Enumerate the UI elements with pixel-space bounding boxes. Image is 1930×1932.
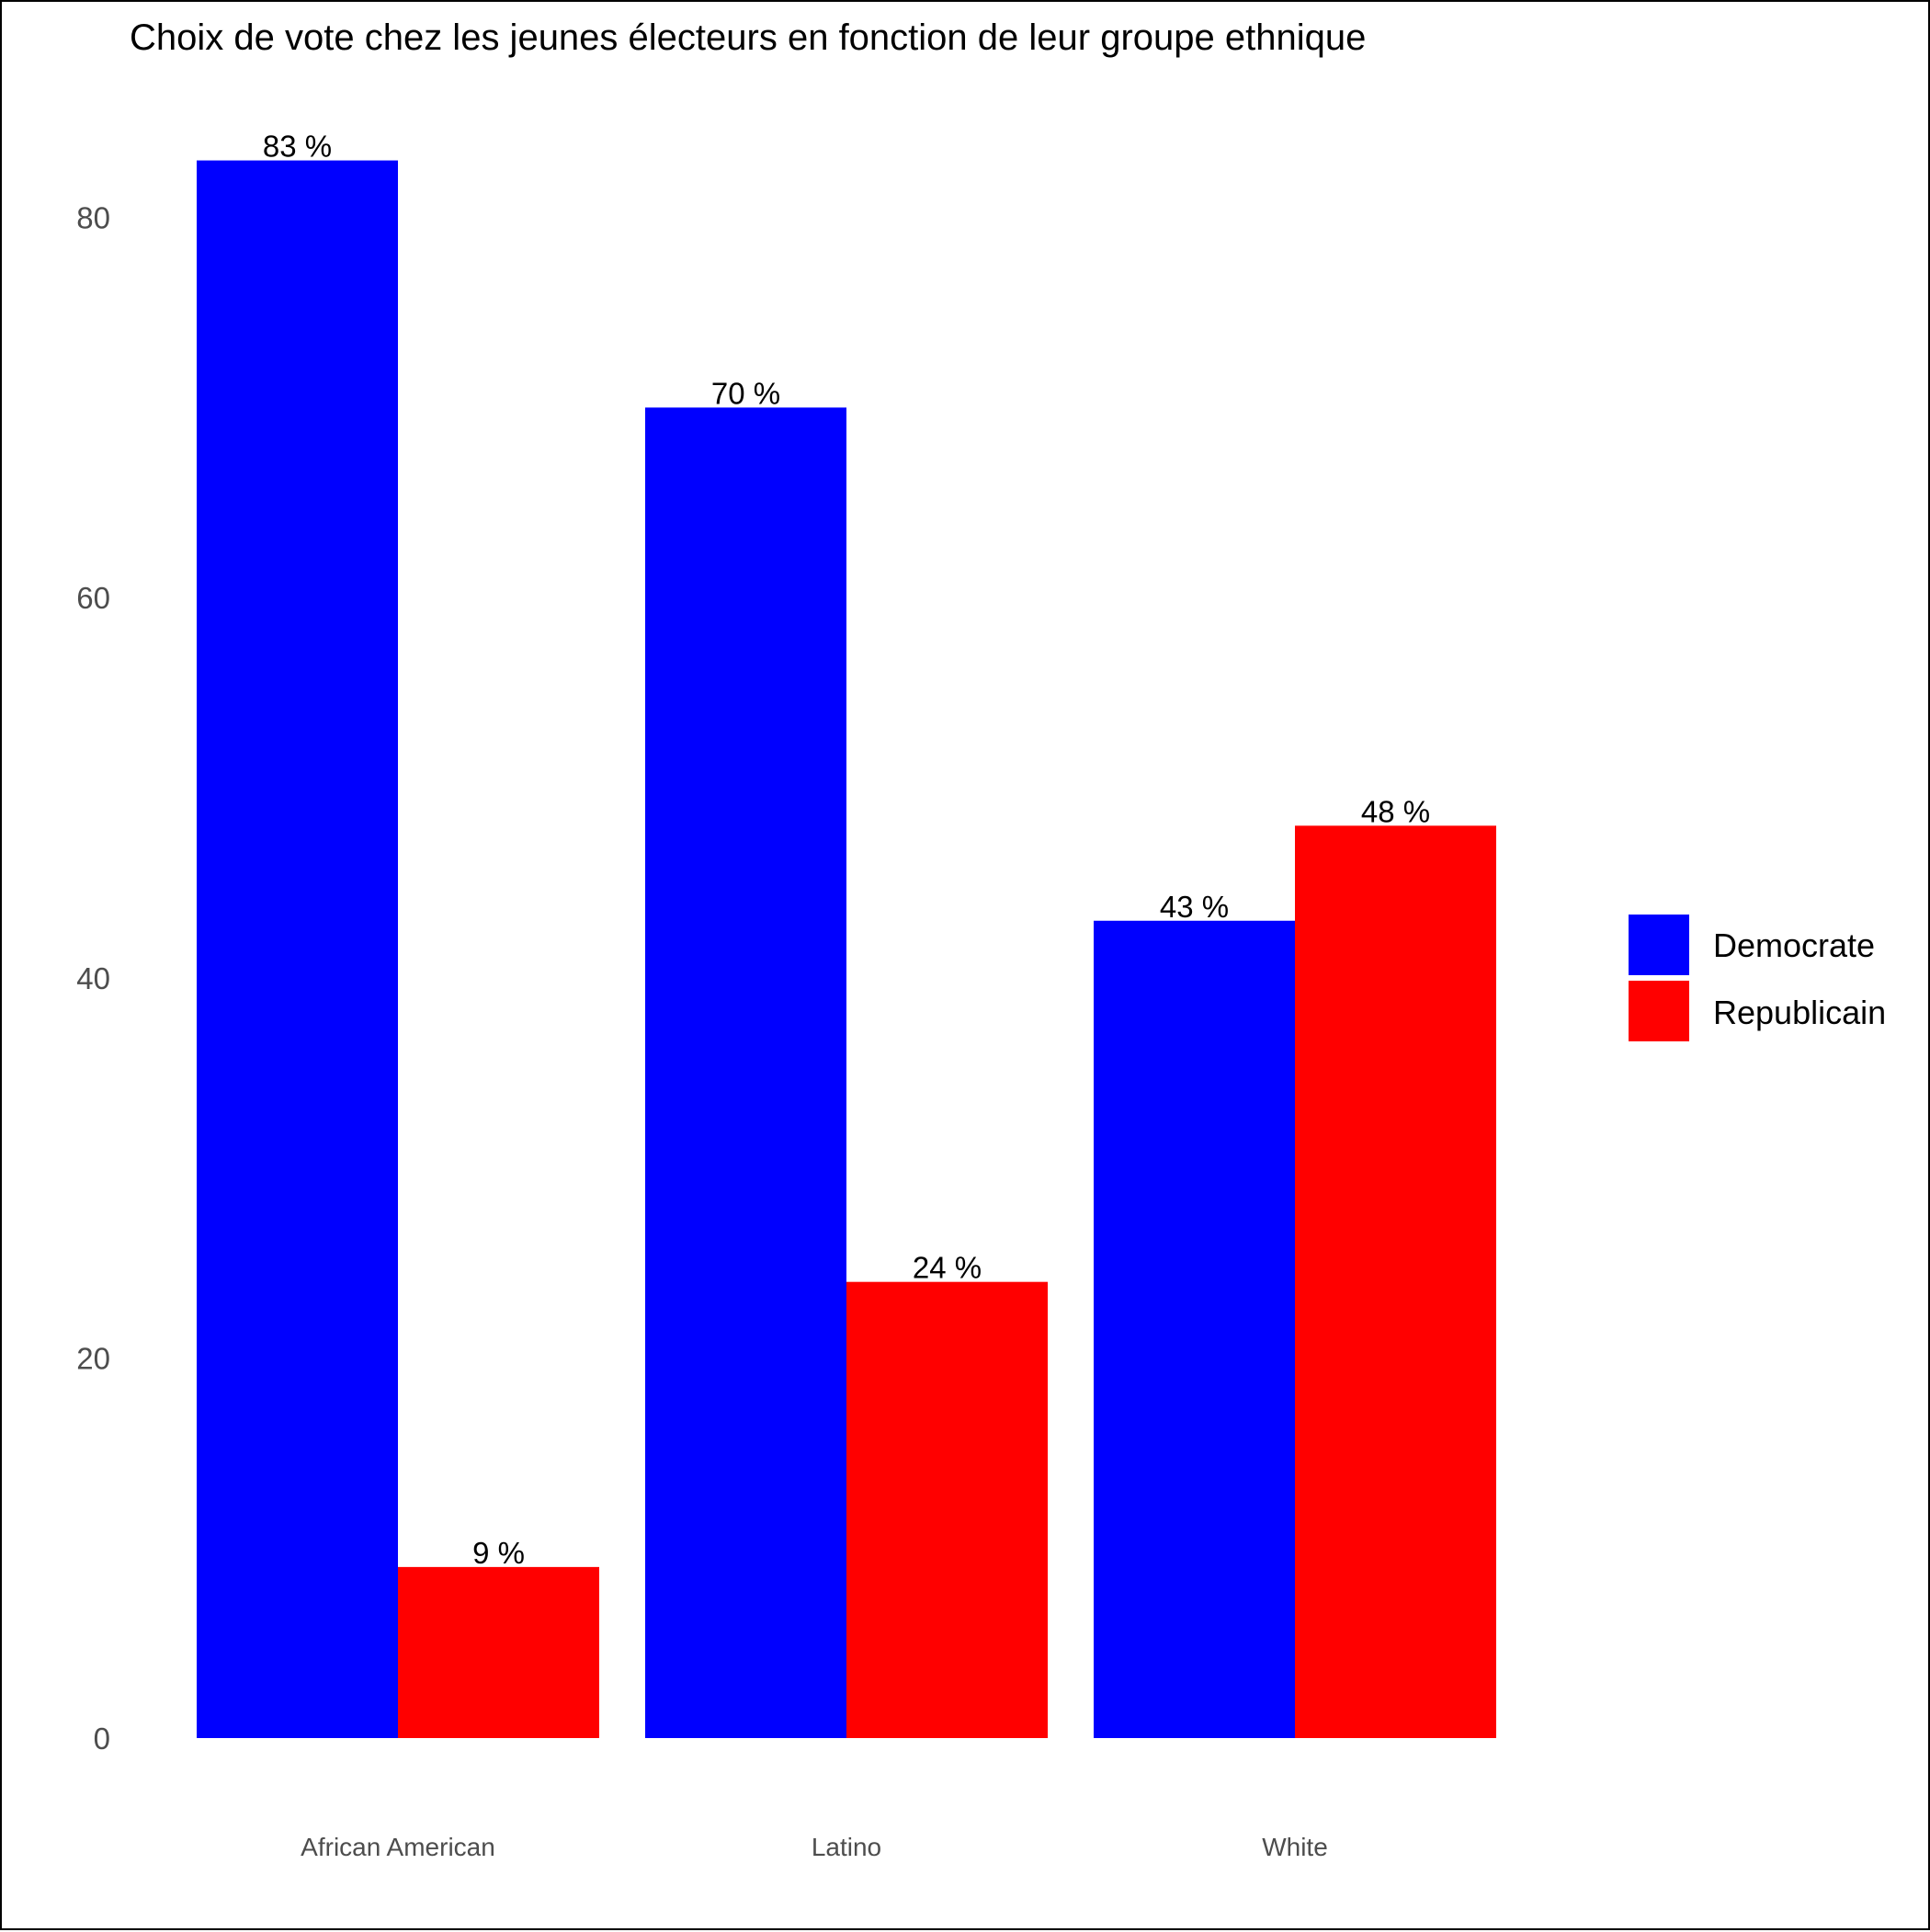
x-tick-label-african-american: African American [301,1833,495,1861]
x-tick-label-latino: Latino [812,1833,881,1861]
chart-title: Choix de vote chez les jeunes électeurs … [130,17,1366,58]
y-axis-ticks: 0 20 40 60 80 [76,201,110,1756]
y-tick-label-60: 60 [76,581,110,615]
data-label-african-american-republicain: 9 % [472,1536,525,1570]
legend-label-republicain: Republicain [1713,994,1886,1031]
bar-white-republicain [1295,825,1496,1738]
bar-white-democrate [1094,920,1295,1738]
y-tick-label-40: 40 [76,961,110,995]
data-labels-group: 83 % 9 % 70 % 24 % 43 % 48 % [263,130,1430,1570]
legend-swatch-republicain [1629,981,1689,1041]
y-tick-label-20: 20 [76,1341,110,1375]
legend: Democrate Republicain [1629,915,1886,1041]
y-tick-label-80: 80 [76,201,110,235]
x-tick-label-white: White [1262,1833,1328,1861]
bar-african-american-republicain [398,1566,599,1738]
bar-latino-republicain [846,1281,1048,1738]
data-label-white-democrate: 43 % [1160,890,1229,924]
data-label-african-american-democrate: 83 % [263,130,332,164]
bars-group [197,160,1496,1738]
data-label-latino-republicain: 24 % [913,1251,982,1285]
legend-swatch-democrate [1629,915,1689,975]
bar-african-american-democrate [197,160,398,1738]
bar-latino-democrate [645,407,846,1738]
data-label-latino-democrate: 70 % [711,376,780,410]
legend-label-democrate: Democrate [1713,926,1875,964]
x-axis-ticks: African American Latino White [301,1833,1328,1861]
data-label-white-republicain: 48 % [1361,794,1430,828]
y-tick-label-0: 0 [94,1722,110,1756]
